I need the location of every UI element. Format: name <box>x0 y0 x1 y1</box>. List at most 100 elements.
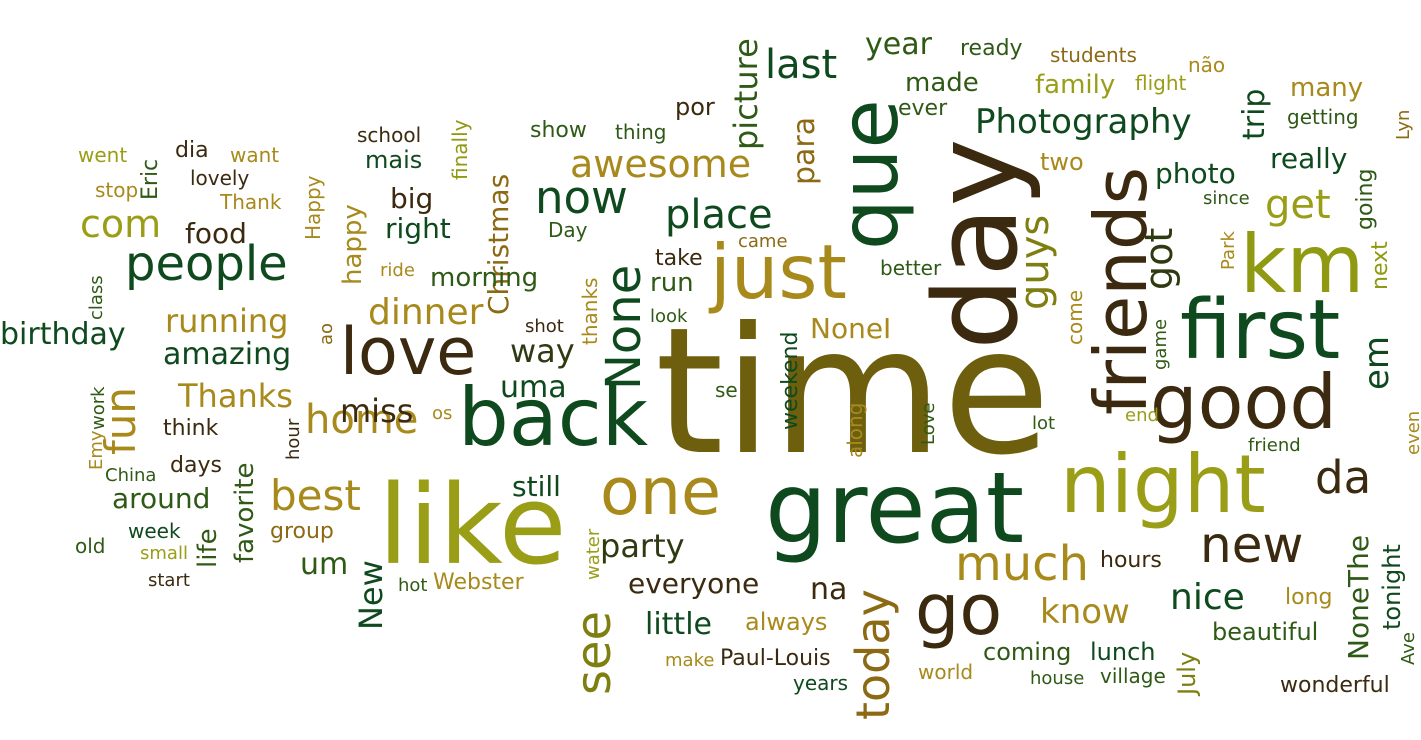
cloud-word: morning <box>430 263 539 293</box>
cloud-word: nice <box>1170 577 1245 618</box>
cloud-word: favorite <box>230 462 260 563</box>
cloud-word: best <box>270 471 361 520</box>
cloud-word: trip <box>1237 88 1272 140</box>
cloud-word: think <box>163 416 219 441</box>
cloud-word: amazing <box>163 337 292 372</box>
cloud-word: shot <box>525 316 564 337</box>
cloud-word: make <box>665 650 715 671</box>
cloud-word: two <box>1040 148 1084 176</box>
cloud-word: Day <box>548 218 588 242</box>
cloud-word: dinner <box>368 292 484 333</box>
cloud-word: China <box>105 465 157 486</box>
cloud-word: much <box>955 536 1089 592</box>
cloud-word: like <box>378 461 567 589</box>
cloud-word: run <box>650 268 694 298</box>
cloud-word: uma <box>500 370 567 405</box>
cloud-word: want <box>230 143 280 167</box>
cloud-word: Park <box>1218 231 1239 270</box>
cloud-word: Photography <box>975 102 1192 142</box>
cloud-word: lovely <box>190 166 250 190</box>
cloud-word: today <box>846 589 900 720</box>
cloud-word: getting <box>1287 105 1359 129</box>
cloud-word: flight <box>1135 71 1187 95</box>
cloud-word: house <box>1030 668 1085 689</box>
cloud-word: Emy <box>86 430 107 470</box>
cloud-word: dia <box>175 138 209 163</box>
cloud-word: came <box>738 231 788 252</box>
cloud-word: first <box>1180 283 1341 378</box>
cloud-word: back <box>458 371 649 464</box>
cloud-word: world <box>918 660 974 684</box>
cloud-word: Thanks <box>178 377 293 415</box>
cloud-word: ao <box>316 322 337 345</box>
cloud-word: ride <box>380 260 415 281</box>
cloud-word: miss <box>340 392 414 430</box>
cloud-word: por <box>675 93 715 121</box>
cloud-word: look <box>650 306 688 327</box>
cloud-word: weekend <box>778 331 803 430</box>
cloud-word: km <box>1240 218 1365 311</box>
cloud-word: one <box>600 455 721 530</box>
cloud-word: com <box>80 202 162 246</box>
cloud-word: New <box>352 560 390 630</box>
cloud-word: Happy <box>301 175 325 240</box>
cloud-word: guys <box>1012 214 1058 310</box>
cloud-word: thanks <box>578 277 602 345</box>
cloud-word: night <box>1060 438 1266 531</box>
cloud-word: last <box>765 42 838 88</box>
cloud-word: hour <box>283 418 304 460</box>
cloud-word: para <box>787 116 822 185</box>
cloud-word: Love <box>918 402 939 445</box>
cloud-word: um <box>300 547 349 582</box>
cloud-word: good <box>1150 358 1337 446</box>
cloud-word: new <box>1200 516 1304 574</box>
cloud-word: since <box>1203 188 1250 209</box>
cloud-word: friends <box>1079 166 1163 415</box>
cloud-word: group <box>270 519 334 544</box>
cloud-word: lot <box>1032 413 1056 434</box>
cloud-word: se <box>715 378 738 402</box>
cloud-word: food <box>185 217 247 250</box>
cloud-word: even <box>1403 410 1421 455</box>
cloud-word: long <box>1285 585 1333 610</box>
cloud-word: going <box>1353 168 1378 230</box>
cloud-word: work <box>88 386 109 430</box>
cloud-word: Christmas <box>482 173 515 315</box>
cloud-word: get <box>1265 182 1331 228</box>
cloud-word: start <box>148 570 190 591</box>
cloud-word: water <box>583 528 604 580</box>
cloud-word: ever <box>898 96 948 121</box>
cloud-word: see <box>566 610 622 695</box>
cloud-word: people <box>125 236 288 292</box>
cloud-word: still <box>512 470 561 503</box>
cloud-word: ready <box>960 36 1023 61</box>
cloud-word: Ave <box>1398 632 1419 665</box>
cloud-word: None <box>596 264 652 390</box>
cloud-word: years <box>793 671 849 695</box>
cloud-word: place <box>665 192 773 238</box>
cloud-word: em <box>1357 335 1397 390</box>
cloud-word: little <box>645 607 712 642</box>
cloud-word: finally <box>448 119 472 180</box>
cloud-word: Thank <box>220 190 282 214</box>
cloud-word: many <box>1290 73 1364 103</box>
cloud-word: na <box>810 572 848 607</box>
cloud-word: take <box>655 246 703 271</box>
cloud-word: hours <box>1100 548 1162 573</box>
cloud-word: stop <box>95 178 139 202</box>
cloud-word: time <box>655 291 1051 494</box>
cloud-word: went <box>78 143 128 167</box>
cloud-word: thing <box>615 120 667 144</box>
cloud-word: village <box>1100 664 1166 688</box>
cloud-word: birthday <box>0 317 126 352</box>
cloud-word: small <box>140 543 188 564</box>
cloud-word: family <box>1035 70 1116 100</box>
cloud-word: week <box>128 519 181 543</box>
cloud-word: home <box>305 397 419 443</box>
cloud-word: everyone <box>628 567 760 600</box>
cloud-word: happy <box>338 204 368 285</box>
cloud-word: coming <box>983 638 1072 666</box>
cloud-word: school <box>357 123 422 147</box>
cloud-word: got <box>1137 227 1181 290</box>
